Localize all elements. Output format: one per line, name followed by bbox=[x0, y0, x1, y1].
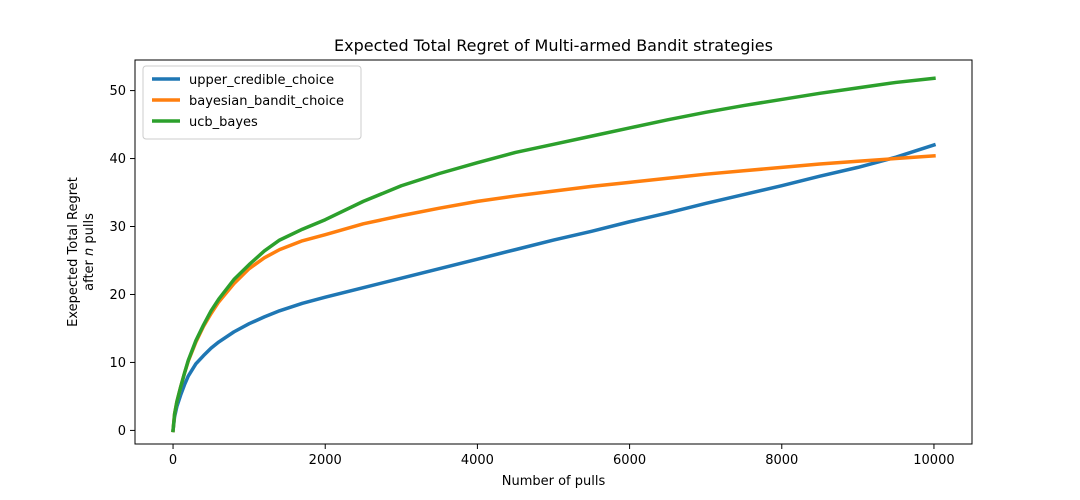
x-axis-label: Number of pulls bbox=[502, 474, 606, 489]
x-tick-label: 4000 bbox=[461, 453, 494, 468]
y-axis-label-line2: after n pulls bbox=[82, 213, 97, 291]
y-axis-label-line2-suffix: pulls bbox=[82, 213, 97, 248]
y-tick-label: 20 bbox=[109, 288, 126, 303]
y-tick-label: 40 bbox=[109, 152, 126, 167]
x-axis-ticks: 0 2000 4000 6000 8000 10000 bbox=[169, 444, 955, 468]
y-tick-label: 50 bbox=[109, 84, 126, 99]
series-line-bayesian-bandit-choice bbox=[171, 153, 936, 433]
x-tick-label: 0 bbox=[169, 453, 177, 468]
legend-label-bayesian-bandit-choice: bayesian_bandit_choice bbox=[189, 94, 344, 109]
legend-label-ucb-bayes: ucb_bayes bbox=[189, 115, 258, 130]
plot-lines bbox=[171, 76, 937, 433]
x-tick-label: 8000 bbox=[765, 453, 798, 468]
legend: upper_credible_choice bayesian_bandit_cho… bbox=[142, 65, 362, 140]
chart-title: Expected Total Regret of Multi-armed Ban… bbox=[334, 36, 773, 55]
y-tick-label: 10 bbox=[109, 356, 126, 371]
x-tick-label: 2000 bbox=[309, 453, 342, 468]
x-tick-label: 10000 bbox=[913, 453, 954, 468]
series-line-upper-credible-choice bbox=[171, 142, 937, 433]
y-axis-label: Exepected Total Regret after n pulls bbox=[66, 177, 97, 327]
plot-frame bbox=[134, 59, 973, 445]
legend-box bbox=[142, 65, 362, 140]
x-tick-label: 6000 bbox=[613, 453, 646, 468]
y-axis-ticks: 0 10 20 30 40 50 bbox=[109, 84, 135, 439]
legend-label-upper-credible-choice: upper_credible_choice bbox=[189, 73, 334, 88]
series-line-ucb-bayes bbox=[171, 76, 936, 433]
y-axis-label-variable: n bbox=[82, 248, 97, 256]
y-axis-label-line2-prefix: after bbox=[82, 256, 97, 291]
y-tick-label: 30 bbox=[109, 220, 126, 235]
y-axis-label-line1: Exepected Total Regret bbox=[66, 177, 81, 327]
y-tick-label: 0 bbox=[118, 424, 126, 439]
